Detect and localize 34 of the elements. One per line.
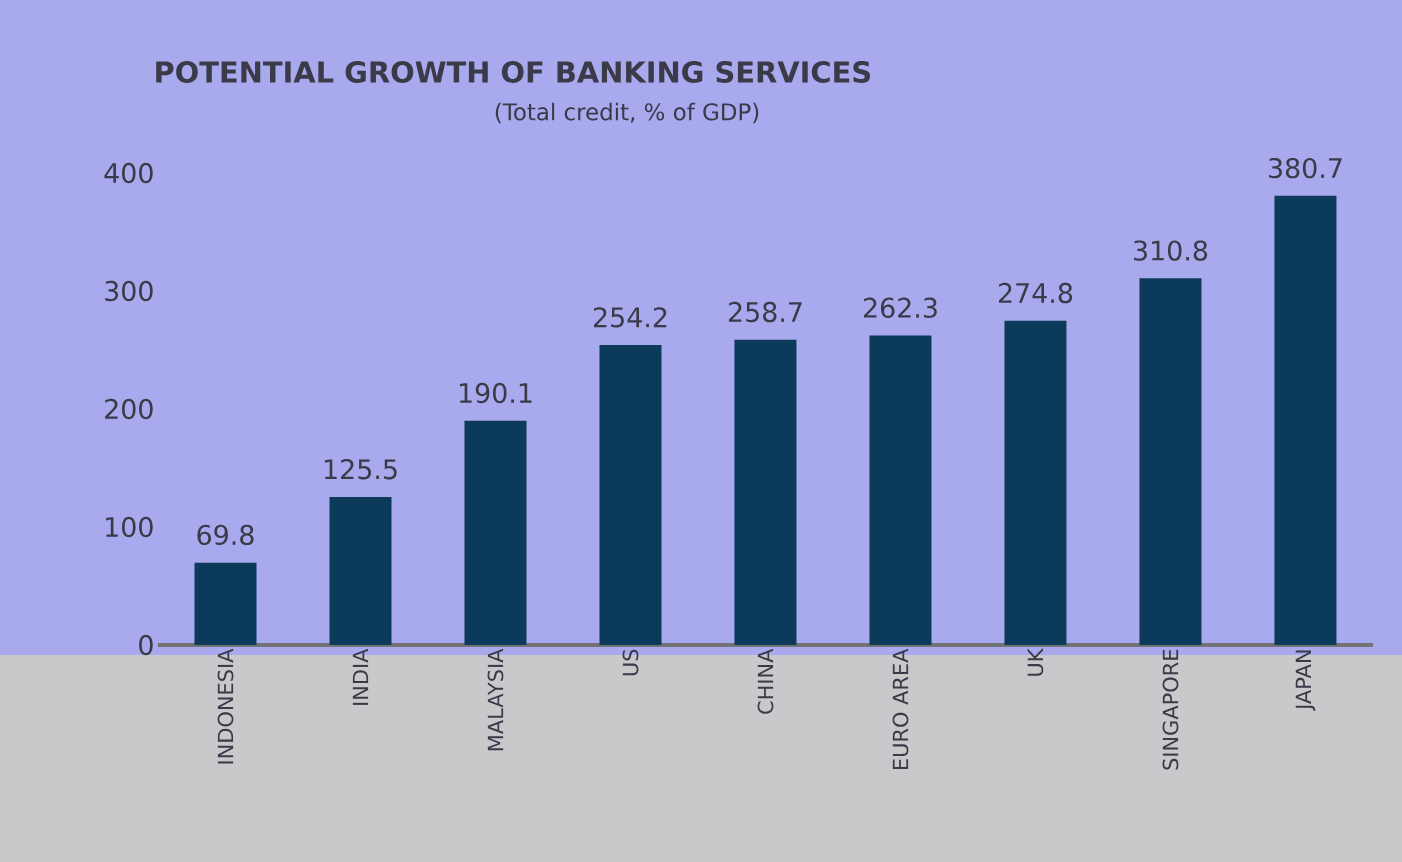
bar xyxy=(194,562,257,645)
x-tick-label: INDIA xyxy=(352,648,369,705)
y-tick-label: 0 xyxy=(139,634,153,656)
x-tick-label: US xyxy=(622,649,639,676)
data-label: 69.8 xyxy=(197,524,254,546)
bar xyxy=(1139,278,1202,645)
x-tick-label: UK xyxy=(1027,648,1044,676)
bar xyxy=(1274,195,1337,645)
bar xyxy=(869,335,932,645)
x-tick-label: SINGAPORE xyxy=(1162,649,1179,770)
data-label: 190.1 xyxy=(459,382,532,404)
data-label: 274.8 xyxy=(998,282,1073,304)
x-tick-label: CHINA xyxy=(757,648,774,714)
x-tick-label: MALAYSIA xyxy=(487,648,504,751)
bar xyxy=(1004,320,1067,645)
chart-subtitle: (Total credit, % of GDP) xyxy=(495,102,759,124)
x-tick-label: EURO AREA xyxy=(892,648,909,770)
bar xyxy=(734,339,797,645)
chart-title: POTENTIAL GROWTH OF BANKING SERVICES xyxy=(156,61,871,83)
y-tick-label: 200 xyxy=(105,398,153,420)
bar xyxy=(329,496,392,645)
data-label: 258.7 xyxy=(728,301,802,323)
y-tick-label: 400 xyxy=(104,162,153,184)
y-tick-label: 100 xyxy=(106,516,153,538)
bar xyxy=(599,345,662,645)
data-label: 310.8 xyxy=(1134,240,1208,261)
data-label: 254.2 xyxy=(593,307,667,328)
y-tick-label: 300 xyxy=(105,280,153,302)
x-tick-label: INDONESIA xyxy=(217,648,234,764)
data-label: 380.7 xyxy=(1269,157,1342,179)
x-tick-label: JAPAN xyxy=(1295,650,1316,711)
data-label: 262.3 xyxy=(863,297,937,318)
data-label: 125.5 xyxy=(324,459,397,480)
bar xyxy=(464,420,527,645)
